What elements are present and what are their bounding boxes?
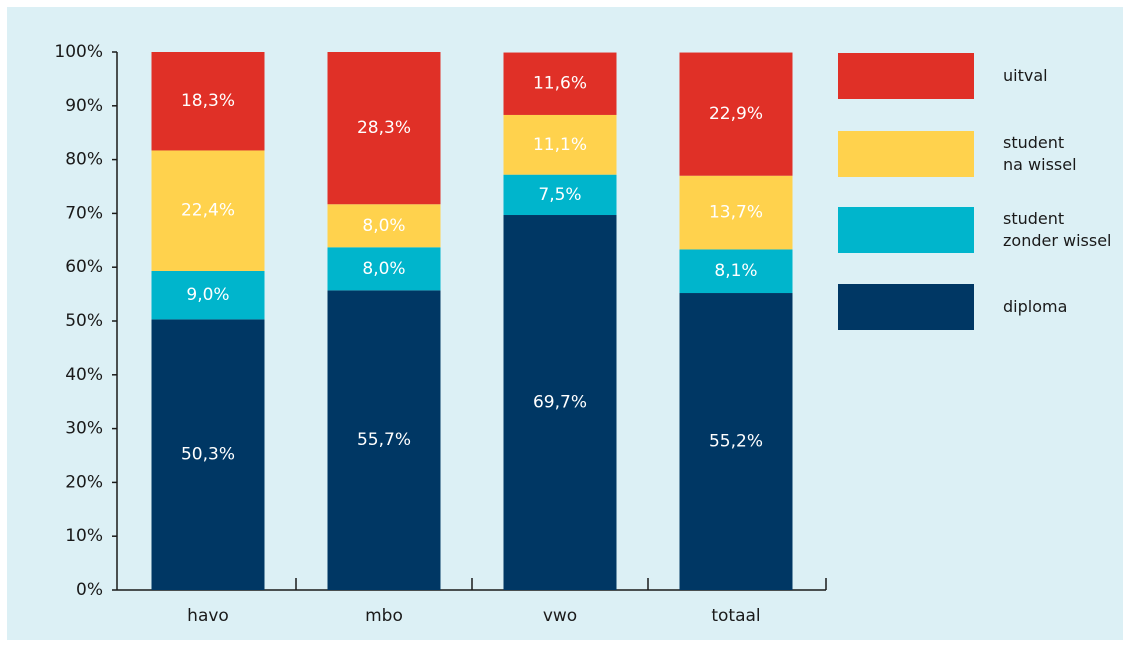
bar-segment <box>503 114 617 175</box>
data-label: 18,3% <box>181 91 235 111</box>
x-tick-label: havo <box>187 606 229 626</box>
data-label: 11,1% <box>533 135 587 155</box>
bar-segment <box>679 52 793 176</box>
legend-label: diploma <box>1003 297 1068 316</box>
bar-segment <box>679 175 793 250</box>
data-label: 55,2% <box>709 432 763 452</box>
bar-segment <box>679 293 793 590</box>
y-tick-label: 0% <box>76 580 103 600</box>
legend-label: uitval <box>1003 66 1048 85</box>
data-label: 8,0% <box>362 259 405 279</box>
data-label: 7,5% <box>538 185 581 205</box>
bar-segment <box>151 319 265 590</box>
data-label: 55,7% <box>357 430 411 450</box>
legend-swatch <box>838 131 974 177</box>
bar-segment <box>503 52 617 115</box>
y-tick-label: 100% <box>54 42 103 62</box>
bar-segment <box>151 270 265 320</box>
legend-swatch <box>838 284 974 330</box>
bar-segment <box>151 150 265 271</box>
y-tick-label: 40% <box>65 365 103 385</box>
bar-segment <box>503 215 617 591</box>
data-label: 22,4% <box>181 201 235 221</box>
y-tick-label: 80% <box>65 150 103 170</box>
y-tick-label: 90% <box>65 96 103 116</box>
data-label: 8,0% <box>362 216 405 236</box>
x-tick-label: vwo <box>543 606 577 626</box>
bar-segment <box>327 290 441 590</box>
bar-segment <box>327 52 441 205</box>
y-tick-label: 70% <box>65 203 103 223</box>
bar-segment <box>327 204 441 248</box>
bar-segment <box>151 52 265 151</box>
data-label: 22,9% <box>709 104 763 124</box>
bar-segment <box>679 249 793 294</box>
legend-swatch <box>838 53 974 99</box>
y-tick-label: 10% <box>65 526 103 546</box>
data-label: 50,3% <box>181 445 235 465</box>
legend-swatch <box>838 207 974 253</box>
x-tick-label: totaal <box>711 606 760 626</box>
y-tick-label: 30% <box>65 419 103 439</box>
data-label: 28,3% <box>357 118 411 138</box>
data-label: 9,0% <box>186 285 229 305</box>
data-label: 69,7% <box>533 393 587 413</box>
y-tick-label: 60% <box>65 257 103 277</box>
legend-label: student zonder wissel <box>1003 209 1112 250</box>
y-tick-label: 50% <box>65 311 103 331</box>
y-tick-label: 20% <box>65 472 103 492</box>
legend-label: student na wissel <box>1003 133 1077 174</box>
bar-segment <box>503 174 617 216</box>
bar-segment <box>327 247 441 291</box>
data-label: 13,7% <box>709 203 763 223</box>
data-label: 8,1% <box>714 261 757 281</box>
x-tick-label: mbo <box>365 606 403 626</box>
data-label: 11,6% <box>533 74 587 94</box>
